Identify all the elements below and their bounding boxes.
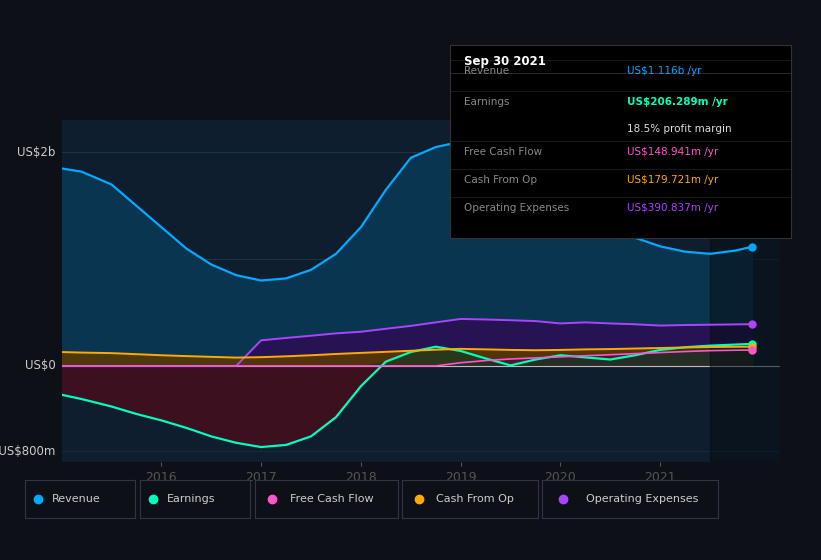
Text: Earnings: Earnings [464, 97, 509, 107]
Text: US$2b: US$2b [17, 146, 56, 159]
Text: Revenue: Revenue [53, 494, 101, 504]
Text: US$148.941m /yr: US$148.941m /yr [627, 147, 718, 157]
Text: -US$800m: -US$800m [0, 445, 56, 458]
Text: Operating Expenses: Operating Expenses [586, 494, 699, 504]
Text: US$1.116b /yr: US$1.116b /yr [627, 66, 702, 76]
Bar [710, 120, 780, 462]
Text: 18.5% profit margin: 18.5% profit margin [627, 124, 732, 134]
Text: US$0: US$0 [25, 360, 56, 372]
Text: Cash From Op: Cash From Op [464, 175, 537, 185]
Text: Free Cash Flow: Free Cash Flow [291, 494, 374, 504]
Text: US$206.289m /yr: US$206.289m /yr [627, 97, 728, 107]
Text: Sep 30 2021: Sep 30 2021 [464, 55, 545, 68]
Text: Operating Expenses: Operating Expenses [464, 203, 569, 213]
Text: US$179.721m /yr: US$179.721m /yr [627, 175, 718, 185]
Text: Earnings: Earnings [167, 494, 216, 504]
Text: Free Cash Flow: Free Cash Flow [464, 147, 542, 157]
Text: Revenue: Revenue [464, 66, 509, 76]
Text: US$390.837m /yr: US$390.837m /yr [627, 203, 718, 213]
Text: Cash From Op: Cash From Op [436, 494, 514, 504]
